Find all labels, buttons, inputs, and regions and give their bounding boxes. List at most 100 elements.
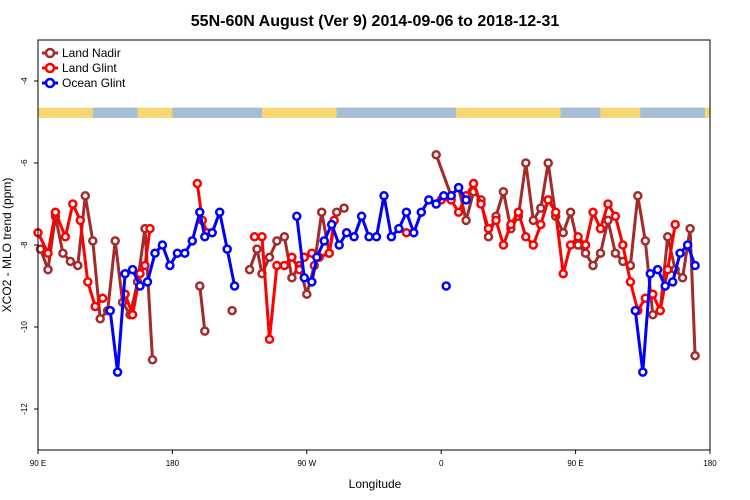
- data-point: [543, 158, 553, 168]
- data-point: [165, 260, 175, 271]
- data-point: [588, 207, 598, 217]
- data-point: [95, 314, 105, 324]
- data-point: [550, 207, 561, 217]
- data-point: [386, 232, 397, 242]
- y-axis-label: XCO2 - MLO trend (ppm): [0, 178, 14, 313]
- data-point: [145, 223, 155, 234]
- data-point: [292, 211, 302, 222]
- data-point: [682, 240, 693, 250]
- data-point: [195, 207, 205, 217]
- data-point: [558, 268, 568, 279]
- data-point: [50, 207, 61, 217]
- data-point: [135, 281, 145, 291]
- data-point: [441, 281, 451, 291]
- data-point: [618, 240, 628, 250]
- data-point: [147, 355, 158, 365]
- data-point: [331, 207, 342, 217]
- data-point: [379, 191, 389, 201]
- data-point: [625, 277, 636, 287]
- data-point: [264, 334, 275, 345]
- data-point: [244, 264, 255, 275]
- data-point: [127, 264, 138, 275]
- data-point: [424, 195, 434, 205]
- data-point: [652, 264, 663, 275]
- data-point: [438, 191, 449, 201]
- data-point: [513, 207, 524, 217]
- data-point: [401, 207, 412, 217]
- data-point: [461, 195, 471, 205]
- data-point: [90, 301, 100, 312]
- data-point: [252, 244, 262, 254]
- data-point: [60, 232, 71, 242]
- y-tick-label: -12: [20, 403, 29, 415]
- legend-marker: [44, 77, 56, 89]
- data-point: [662, 264, 673, 275]
- y-axis: -4 -6 -8 -10 -12: [20, 77, 38, 415]
- data-point: [573, 232, 583, 242]
- series-line: [39, 194, 154, 360]
- y-tick-label: -4: [20, 77, 29, 85]
- data-point: [565, 207, 576, 217]
- data-point: [120, 268, 130, 279]
- data-point: [660, 281, 670, 291]
- data-point: [648, 309, 658, 320]
- plot-area: [33, 107, 710, 377]
- data-point: [324, 248, 334, 258]
- data-point: [610, 248, 621, 258]
- data-point: [431, 199, 441, 209]
- data-point: [110, 236, 120, 246]
- data-point: [690, 350, 700, 361]
- data-point: [431, 150, 441, 160]
- data-point: [638, 367, 648, 377]
- data-point: [670, 219, 680, 230]
- legend-marker: [44, 62, 56, 74]
- data-point: [88, 236, 98, 246]
- legend-label: Ocean Glint: [62, 76, 126, 90]
- data-point: [364, 232, 374, 242]
- data-point: [483, 223, 494, 234]
- data-point: [227, 305, 237, 316]
- data-point: [685, 223, 695, 234]
- x-tick-label: 180: [166, 459, 180, 468]
- data-point: [461, 215, 471, 226]
- map-strip-ocean: [560, 107, 601, 118]
- data-point: [43, 248, 53, 258]
- data-point: [43, 264, 53, 275]
- data-point: [640, 236, 651, 246]
- data-point: [371, 232, 382, 242]
- data-point: [675, 248, 685, 258]
- data-point: [80, 191, 91, 201]
- data-point: [528, 240, 539, 250]
- data-point: [257, 232, 267, 242]
- data-point: [603, 215, 613, 226]
- data-point: [446, 191, 456, 201]
- data-point: [416, 207, 427, 217]
- series-land-nadir: [35, 150, 700, 365]
- data-point: [200, 232, 210, 242]
- chart-title: 55N-60N August (Ver 9) 2014-09-06 to 201…: [191, 13, 560, 30]
- series-land-glint: [33, 178, 680, 345]
- legend-item: Land Nadir: [42, 46, 121, 60]
- data-point: [630, 305, 641, 316]
- data-point: [543, 195, 553, 205]
- x-axis: 90 E 180 90 W 0 90 E 180: [30, 450, 717, 468]
- data-point: [214, 207, 225, 217]
- data-point: [453, 207, 464, 217]
- data-point: [65, 256, 76, 267]
- data-point: [312, 252, 322, 263]
- data-point: [349, 232, 359, 242]
- data-point: [498, 240, 509, 250]
- data-point: [655, 305, 665, 316]
- data-point: [334, 240, 344, 250]
- data-point: [356, 211, 367, 222]
- data-point: [73, 260, 83, 271]
- series-line: [198, 285, 207, 332]
- data-point: [150, 248, 160, 258]
- data-point: [287, 273, 297, 283]
- data-point: [588, 260, 598, 271]
- data-point: [401, 227, 412, 238]
- data-point: [279, 260, 290, 271]
- data-point: [272, 260, 282, 271]
- data-point: [491, 215, 501, 226]
